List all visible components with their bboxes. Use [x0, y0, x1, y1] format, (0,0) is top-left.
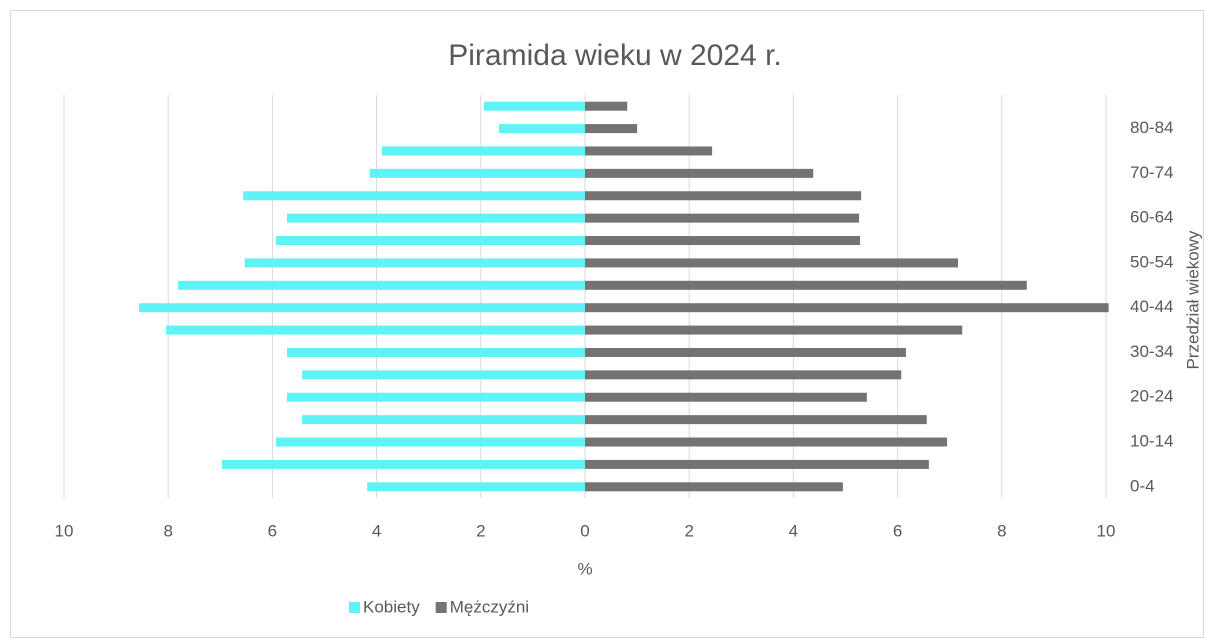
- y-tick-label: 60-64: [1130, 208, 1173, 227]
- bar: [585, 168, 814, 178]
- bar: [276, 437, 585, 447]
- y-tick-label: 80-84: [1130, 118, 1173, 137]
- x-tick-label: 6: [268, 521, 277, 540]
- bar: [302, 415, 585, 425]
- bar: [585, 370, 902, 380]
- bar: [286, 392, 585, 402]
- bar: [286, 347, 585, 357]
- bar: [585, 236, 861, 246]
- y-tick-label: 30-34: [1130, 342, 1173, 361]
- y-tick-label: 40-44: [1130, 297, 1173, 316]
- bar: [585, 303, 1109, 313]
- y-tick-label: 70-74: [1130, 163, 1173, 182]
- bar: [221, 459, 585, 469]
- y-tick-label: 50-54: [1130, 252, 1173, 271]
- x-axis-title: %: [577, 559, 592, 578]
- bar: [585, 146, 713, 156]
- bar: [585, 459, 929, 469]
- y-tick-label: 20-24: [1130, 387, 1173, 406]
- bar: [139, 303, 586, 313]
- legend-label: Mężczyźni: [450, 597, 529, 616]
- y-tick-label: 10-14: [1130, 432, 1173, 451]
- bar: [585, 191, 862, 201]
- bar: [585, 101, 628, 111]
- bar: [243, 191, 585, 201]
- bar: [166, 325, 585, 335]
- bar: [178, 280, 585, 290]
- y-tick-label: 0-4: [1130, 476, 1155, 495]
- x-tick-label: 0: [580, 521, 589, 540]
- x-tick-label: 10: [1097, 521, 1116, 540]
- y-axis-title: Przedział wiekowy: [1183, 230, 1202, 369]
- bar: [302, 370, 585, 380]
- legend-label: Kobiety: [363, 597, 420, 616]
- bar: [585, 280, 1027, 290]
- bar: [585, 415, 927, 425]
- bar: [585, 124, 638, 134]
- x-tick-label: 2: [476, 521, 485, 540]
- bar: [381, 146, 585, 156]
- chart-title: Piramida wieku w 2024 r.: [448, 39, 782, 72]
- bar: [367, 482, 585, 492]
- bar: [286, 213, 585, 223]
- bar: [585, 258, 959, 268]
- chart-border: [10, 10, 1204, 638]
- x-tick-label: 10: [55, 521, 74, 540]
- x-tick-label: 2: [684, 521, 693, 540]
- bar: [585, 392, 867, 402]
- bar: [276, 236, 585, 246]
- bar: [244, 258, 586, 268]
- legend-swatch: [349, 602, 360, 613]
- bar: [483, 101, 585, 111]
- bar: [585, 347, 906, 357]
- bar: [499, 124, 585, 134]
- bar: [369, 168, 585, 178]
- bar: [585, 437, 948, 447]
- bar: [585, 325, 963, 335]
- x-tick-label: 4: [789, 521, 798, 540]
- x-tick-label: 8: [997, 521, 1006, 540]
- bar: [585, 482, 843, 492]
- bar: [585, 213, 860, 223]
- x-tick-label: 4: [372, 521, 381, 540]
- x-tick-label: 8: [163, 521, 172, 540]
- x-tick-label: 6: [893, 521, 902, 540]
- legend-swatch: [435, 602, 447, 613]
